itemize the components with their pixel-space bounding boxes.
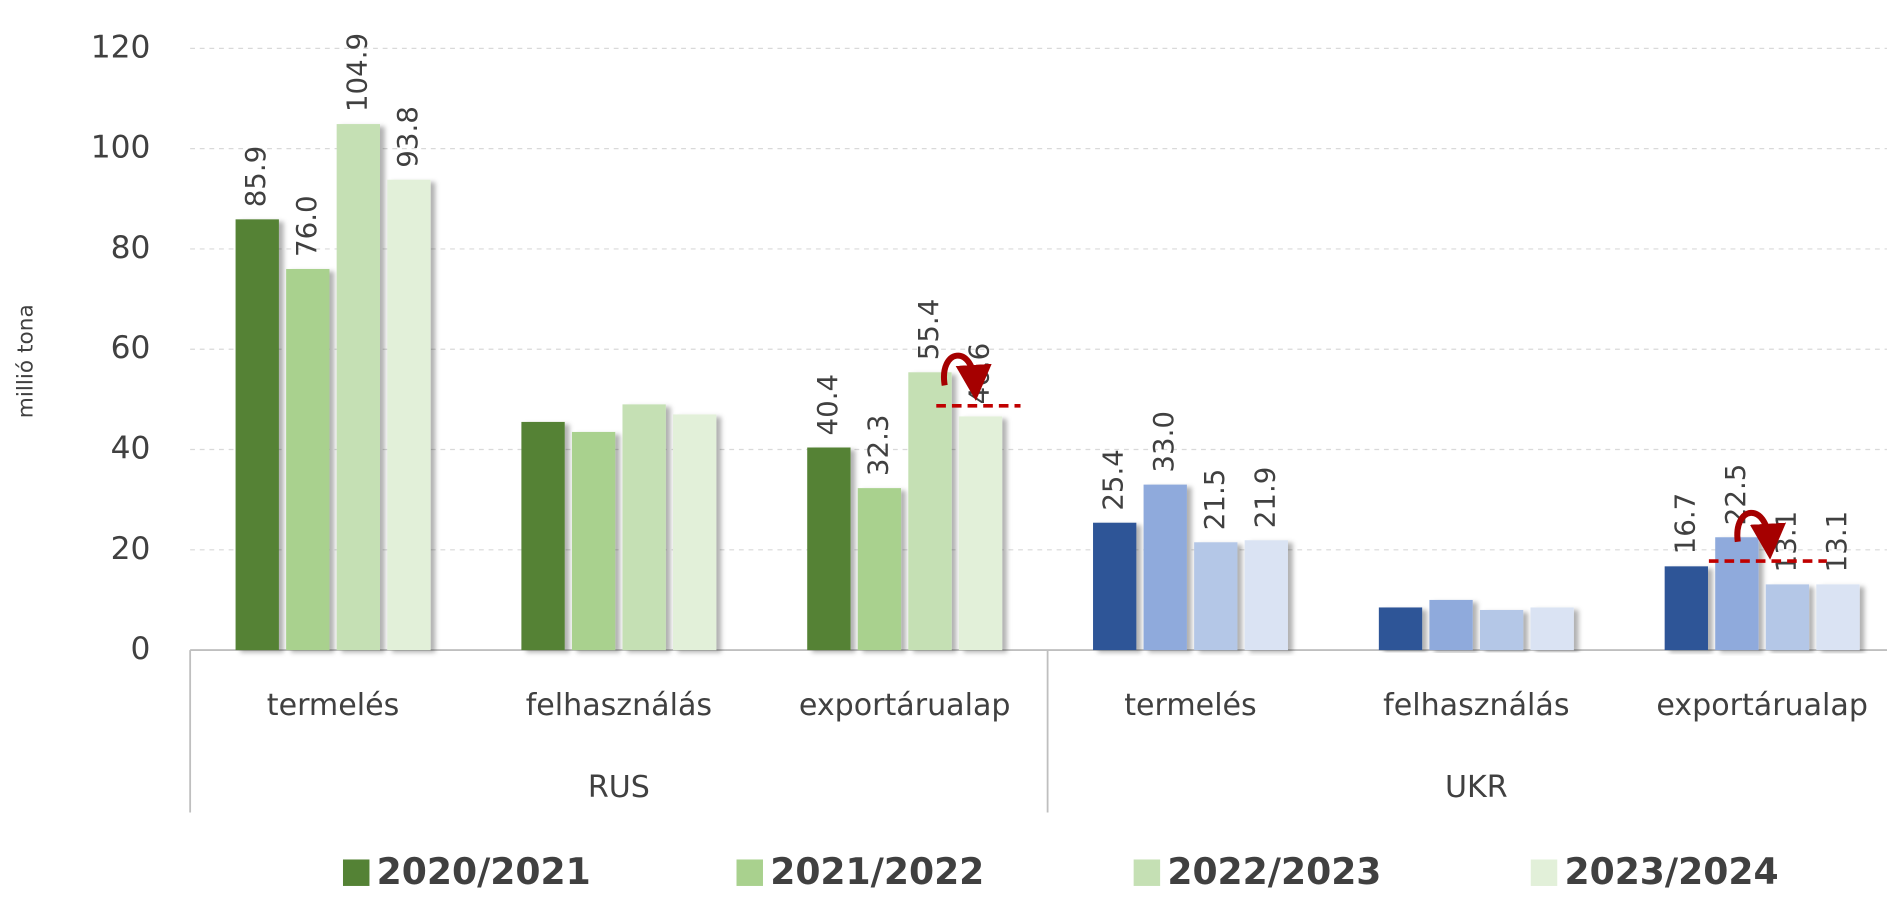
bar [1244,540,1288,651]
bar [387,179,431,651]
bar [1664,566,1708,651]
x-tick-label: exportárualap [799,688,1011,723]
y-tick-label: 60 [111,330,151,366]
value-label: 21.9 [1248,467,1281,529]
bar [1194,542,1238,651]
y-tick-label: 100 [91,130,151,166]
bar [1765,584,1810,651]
curved-arrow [940,352,992,401]
bar [622,404,666,651]
value-label: 104.9 [340,33,373,112]
bar [1479,609,1524,651]
x-tick-label: termelés [1124,688,1256,723]
group-label: UKR [1445,770,1508,805]
value-label: 76.0 [290,195,323,257]
bar [1715,537,1759,651]
x-tick-label: felhasználás [1383,688,1569,723]
x-tick-label: felhasználás [526,688,712,723]
annotations [936,352,1827,563]
value-label: 32.3 [861,414,894,476]
legend-swatch [736,859,763,886]
group-label: RUS [588,770,650,805]
bar [571,431,616,651]
bar [1093,522,1137,651]
legend-label: 2020/2021 [377,850,591,893]
value-label: 13.1 [1820,511,1853,573]
y-tick-label: 20 [111,531,151,567]
bar [1143,484,1187,651]
value-label: 33.0 [1147,411,1180,473]
y-tick-label: 0 [131,631,151,667]
legend-label: 2023/2024 [1564,850,1778,893]
bar [1429,599,1473,651]
value-label: 21.5 [1198,469,1231,531]
value-label: 13.1 [1769,511,1802,573]
bar [673,414,717,651]
value-label: 25.4 [1097,449,1130,511]
bar [958,416,1003,651]
x-tick-label: exportárualap [1656,688,1868,723]
legend-label: 2021/2022 [770,850,984,893]
value-label: 40.4 [811,374,844,436]
bar [336,124,380,651]
curved-arrow [1734,509,1787,560]
bar [1530,607,1574,651]
bar [235,219,279,651]
y-tick-label: 80 [111,230,151,266]
y-tick-label: 120 [91,29,151,65]
value-label: 55.4 [912,299,945,361]
value-label: 46.6 [963,343,996,405]
bar [807,447,851,651]
x-tick-label: termelés [267,688,399,723]
legend-swatch [1530,859,1558,886]
legend-swatch [1133,859,1161,886]
value-label: 16.7 [1668,493,1701,555]
bar [857,488,902,651]
bar [908,372,952,651]
value-label: 93.8 [391,106,424,168]
bar [1378,607,1423,651]
bar [1816,584,1860,651]
bar [286,268,330,651]
legend-label: 2022/2023 [1167,850,1381,893]
y-tick-label: 40 [111,431,151,467]
value-label: 85.9 [239,146,272,208]
legend-swatch [342,859,370,886]
y-axis-label: millió tona [13,304,38,418]
bar [521,421,565,651]
